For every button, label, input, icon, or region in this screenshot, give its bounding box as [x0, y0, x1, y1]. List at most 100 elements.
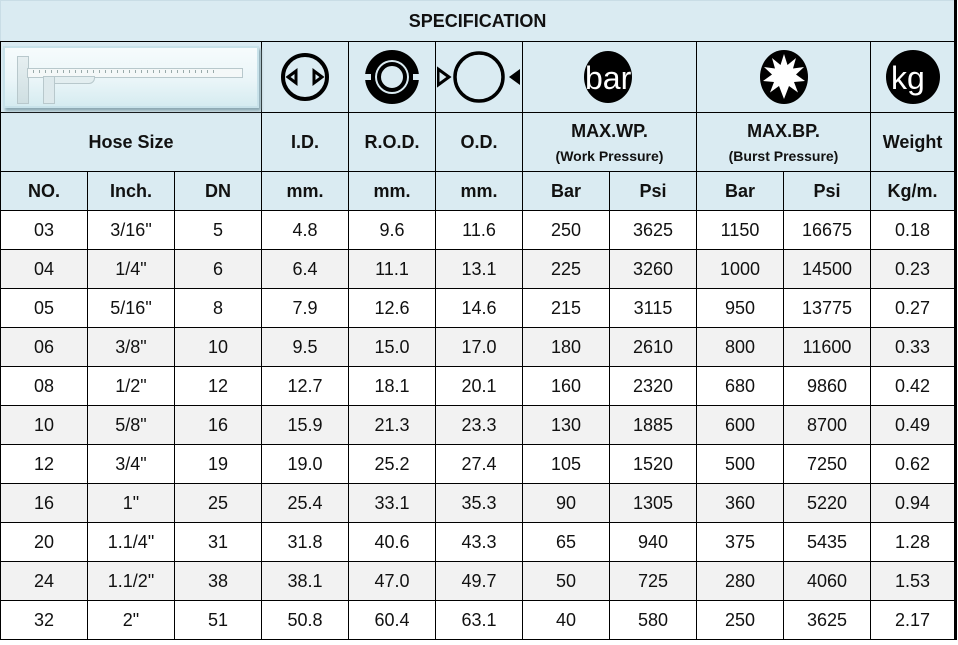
cell-od: 14.6 — [435, 288, 523, 328]
cell-dn: 51 — [174, 600, 262, 640]
max-bp-header: MAX.BP. (Burst Pressure) — [696, 112, 871, 172]
cell-bp-psi: 3625 — [783, 600, 871, 640]
od-header: O.D. — [435, 112, 523, 172]
cell-inch: 1/2" — [87, 366, 175, 406]
cell-weight: 0.18 — [869, 210, 958, 250]
kg-weight-icon: kg — [885, 50, 940, 104]
cell-weight: 0.23 — [869, 249, 958, 289]
cell-rod: 40.6 — [348, 522, 436, 562]
cell-no: 05 — [0, 288, 88, 328]
cell-no: 08 — [0, 366, 88, 406]
data-rows: 03 3/16" 5 4.8 9.6 11.6 250 3625 1150 16675 0.18 04… — [0, 210, 958, 640]
burst-star-icon — [759, 50, 808, 104]
cell-id: 7.9 — [261, 288, 349, 328]
cell-wp-psi: 3260 — [609, 249, 697, 289]
cell-bp-psi: 9860 — [783, 366, 871, 406]
cell-weight: 1.53 — [869, 561, 958, 601]
cell-bp-psi: 14500 — [783, 249, 871, 289]
cell-rod: 60.4 — [348, 600, 436, 640]
unit-wp-psi: Psi — [609, 171, 697, 211]
cell-inch: 3/8" — [87, 327, 175, 367]
cell-wp-bar: 65 — [522, 522, 610, 562]
bar-icon-cell: bar — [522, 41, 697, 113]
caliper-icon — [3, 46, 259, 108]
cell-inch: 3/16" — [87, 210, 175, 250]
cell-inch: 5/16" — [87, 288, 175, 328]
cell-wp-bar: 225 — [522, 249, 610, 289]
cell-id: 38.1 — [261, 561, 349, 601]
svg-text:kg: kg — [891, 60, 925, 96]
cell-bp-psi: 5435 — [783, 522, 871, 562]
cell-rod: 47.0 — [348, 561, 436, 601]
cell-dn: 10 — [174, 327, 262, 367]
cell-id: 4.8 — [261, 210, 349, 250]
cell-rod: 25.2 — [348, 444, 436, 484]
table-row: 32 2" 51 50.8 60.4 63.1 40 580 250 3625 2.17 — [0, 600, 958, 640]
table-row: 24 1.1/2" 38 38.1 47.0 49.7 50 725 280 4060 1.53 — [0, 561, 958, 601]
cell-bp-psi: 8700 — [783, 405, 871, 445]
table-row: 06 3/8" 10 9.5 15.0 17.0 180 2610 800 11600 0.33 — [0, 327, 958, 367]
cell-inch: 3/4" — [87, 444, 175, 484]
cell-id: 6.4 — [261, 249, 349, 289]
cell-weight: 0.49 — [869, 405, 958, 445]
cell-dn: 6 — [174, 249, 262, 289]
cell-no: 24 — [0, 561, 88, 601]
cell-rod: 15.0 — [348, 327, 436, 367]
cell-wp-bar: 105 — [522, 444, 610, 484]
cell-weight: 0.62 — [869, 444, 958, 484]
unit-dn: DN — [174, 171, 262, 211]
cell-bp-psi: 5220 — [783, 483, 871, 523]
cell-dn: 12 — [174, 366, 262, 406]
cell-bp-psi: 13775 — [783, 288, 871, 328]
max-bp-sub: (Burst Pressure) — [728, 147, 839, 164]
cell-rod: 33.1 — [348, 483, 436, 523]
unit-rod-mm: mm. — [348, 171, 436, 211]
cell-no: 06 — [0, 327, 88, 367]
inner-diameter-icon-cell — [261, 41, 349, 113]
cell-no: 04 — [0, 249, 88, 289]
cell-bp-bar: 375 — [696, 522, 784, 562]
cell-inch: 5/8" — [87, 405, 175, 445]
kg-icon-cell: kg — [869, 41, 958, 113]
cell-wp-psi: 3625 — [609, 210, 697, 250]
unit-id-mm: mm. — [261, 171, 349, 211]
cell-dn: 16 — [174, 405, 262, 445]
cell-inch: 1" — [87, 483, 175, 523]
cell-wp-bar: 50 — [522, 561, 610, 601]
caliper-image — [0, 41, 262, 113]
cell-bp-bar: 500 — [696, 444, 784, 484]
cell-id: 25.4 — [261, 483, 349, 523]
max-wp-label: MAX.WP. — [571, 120, 648, 141]
table-row: 16 1" 25 25.4 33.1 35.3 90 1305 360 5220 0.94 — [0, 483, 958, 523]
cell-dn: 25 — [174, 483, 262, 523]
cell-od: 13.1 — [435, 249, 523, 289]
cell-id: 9.5 — [261, 327, 349, 367]
cell-weight: 0.33 — [869, 327, 958, 367]
rod-header: R.O.D. — [348, 112, 436, 172]
cell-no: 03 — [0, 210, 88, 250]
table-row: 10 5/8" 16 15.9 21.3 23.3 130 1885 600 8700 0.49 — [0, 405, 958, 445]
cell-od: 11.6 — [435, 210, 523, 250]
cell-rod: 12.6 — [348, 288, 436, 328]
cell-wp-bar: 90 — [522, 483, 610, 523]
cell-bp-bar: 1000 — [696, 249, 784, 289]
table-row: 05 5/16" 8 7.9 12.6 14.6 215 3115 950 13775 0.27 — [0, 288, 958, 328]
cell-wp-bar: 40 — [522, 600, 610, 640]
cell-id: 19.0 — [261, 444, 349, 484]
cell-inch: 1.1/2" — [87, 561, 175, 601]
cell-od: 63.1 — [435, 600, 523, 640]
cell-dn: 8 — [174, 288, 262, 328]
cell-wp-psi: 2610 — [609, 327, 697, 367]
cell-dn: 31 — [174, 522, 262, 562]
table-row: 04 1/4" 6 6.4 11.1 13.1 225 3260 1000 14500 0.23 — [0, 249, 958, 289]
cell-wp-bar: 180 — [522, 327, 610, 367]
cell-weight: 0.42 — [869, 366, 958, 406]
cell-no: 10 — [0, 405, 88, 445]
cell-od: 35.3 — [435, 483, 523, 523]
max-wp-header: MAX.WP. (Work Pressure) — [522, 112, 697, 172]
cell-inch: 2" — [87, 600, 175, 640]
table-row: 08 1/2" 12 12.7 18.1 20.1 160 2320 680 9860 0.42 — [0, 366, 958, 406]
cell-no: 20 — [0, 522, 88, 562]
cell-inch: 1/4" — [87, 249, 175, 289]
